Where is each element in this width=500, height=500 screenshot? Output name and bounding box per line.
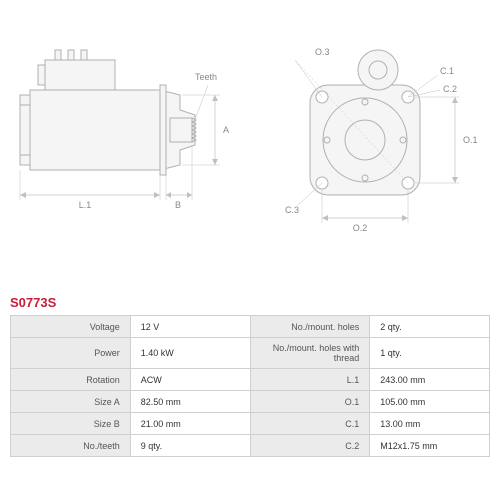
table-row: Rotation ACW L.1 243.00 mm <box>11 369 490 391</box>
table-row: Power 1.40 kW No./mount. holes with thre… <box>11 338 490 369</box>
dim-O1: O.1 <box>463 135 478 145</box>
spec-label: C.1 <box>250 413 370 435</box>
spec-label: O.1 <box>250 391 370 413</box>
spec-label: No./mount. holes with thread <box>250 338 370 369</box>
dim-B: B <box>175 200 181 210</box>
spec-label: Rotation <box>11 369 131 391</box>
spec-value: 1 qty. <box>370 338 490 369</box>
dim-L1: L.1 <box>79 200 92 210</box>
spec-label: Size B <box>11 413 131 435</box>
spec-value: 9 qty. <box>130 435 250 457</box>
spec-label: No./mount. holes <box>250 316 370 338</box>
diagram-area: L.1 B A Teeth <box>0 0 500 280</box>
spec-label: C.2 <box>250 435 370 457</box>
dim-C3: C.3 <box>285 205 299 215</box>
spec-value: 1.40 kW <box>130 338 250 369</box>
spec-value: 13.00 mm <box>370 413 490 435</box>
dim-O3: O.3 <box>315 47 330 57</box>
dim-teeth: Teeth <box>195 72 217 82</box>
spec-label: Power <box>11 338 131 369</box>
table-row: Size B 21.00 mm C.1 13.00 mm <box>11 413 490 435</box>
spec-value: 2 qty. <box>370 316 490 338</box>
dim-C1: C.1 <box>440 66 454 76</box>
spec-value: 21.00 mm <box>130 413 250 435</box>
dim-A: A <box>223 125 229 135</box>
spec-value: 243.00 mm <box>370 369 490 391</box>
side-view: L.1 B A Teeth <box>10 30 240 230</box>
spec-value: ACW <box>130 369 250 391</box>
spec-value: M12x1.75 mm <box>370 435 490 457</box>
spec-value: 82.50 mm <box>130 391 250 413</box>
spec-label: Voltage <box>11 316 131 338</box>
spec-value: 12 V <box>130 316 250 338</box>
dim-C2: C.2 <box>443 84 457 94</box>
spec-value: 105.00 mm <box>370 391 490 413</box>
spec-label: L.1 <box>250 369 370 391</box>
part-number: S0773S <box>10 295 56 310</box>
spec-label: Size A <box>11 391 131 413</box>
front-view: O.1 O.2 O.3 C.1 C.2 C.3 <box>260 30 490 240</box>
spec-label: No./teeth <box>11 435 131 457</box>
table-row: Size A 82.50 mm O.1 105.00 mm <box>11 391 490 413</box>
spec-table: Voltage 12 V No./mount. holes 2 qty. Pow… <box>10 315 490 457</box>
dim-O2: O.2 <box>353 223 368 233</box>
table-row: Voltage 12 V No./mount. holes 2 qty. <box>11 316 490 338</box>
table-row: No./teeth 9 qty. C.2 M12x1.75 mm <box>11 435 490 457</box>
